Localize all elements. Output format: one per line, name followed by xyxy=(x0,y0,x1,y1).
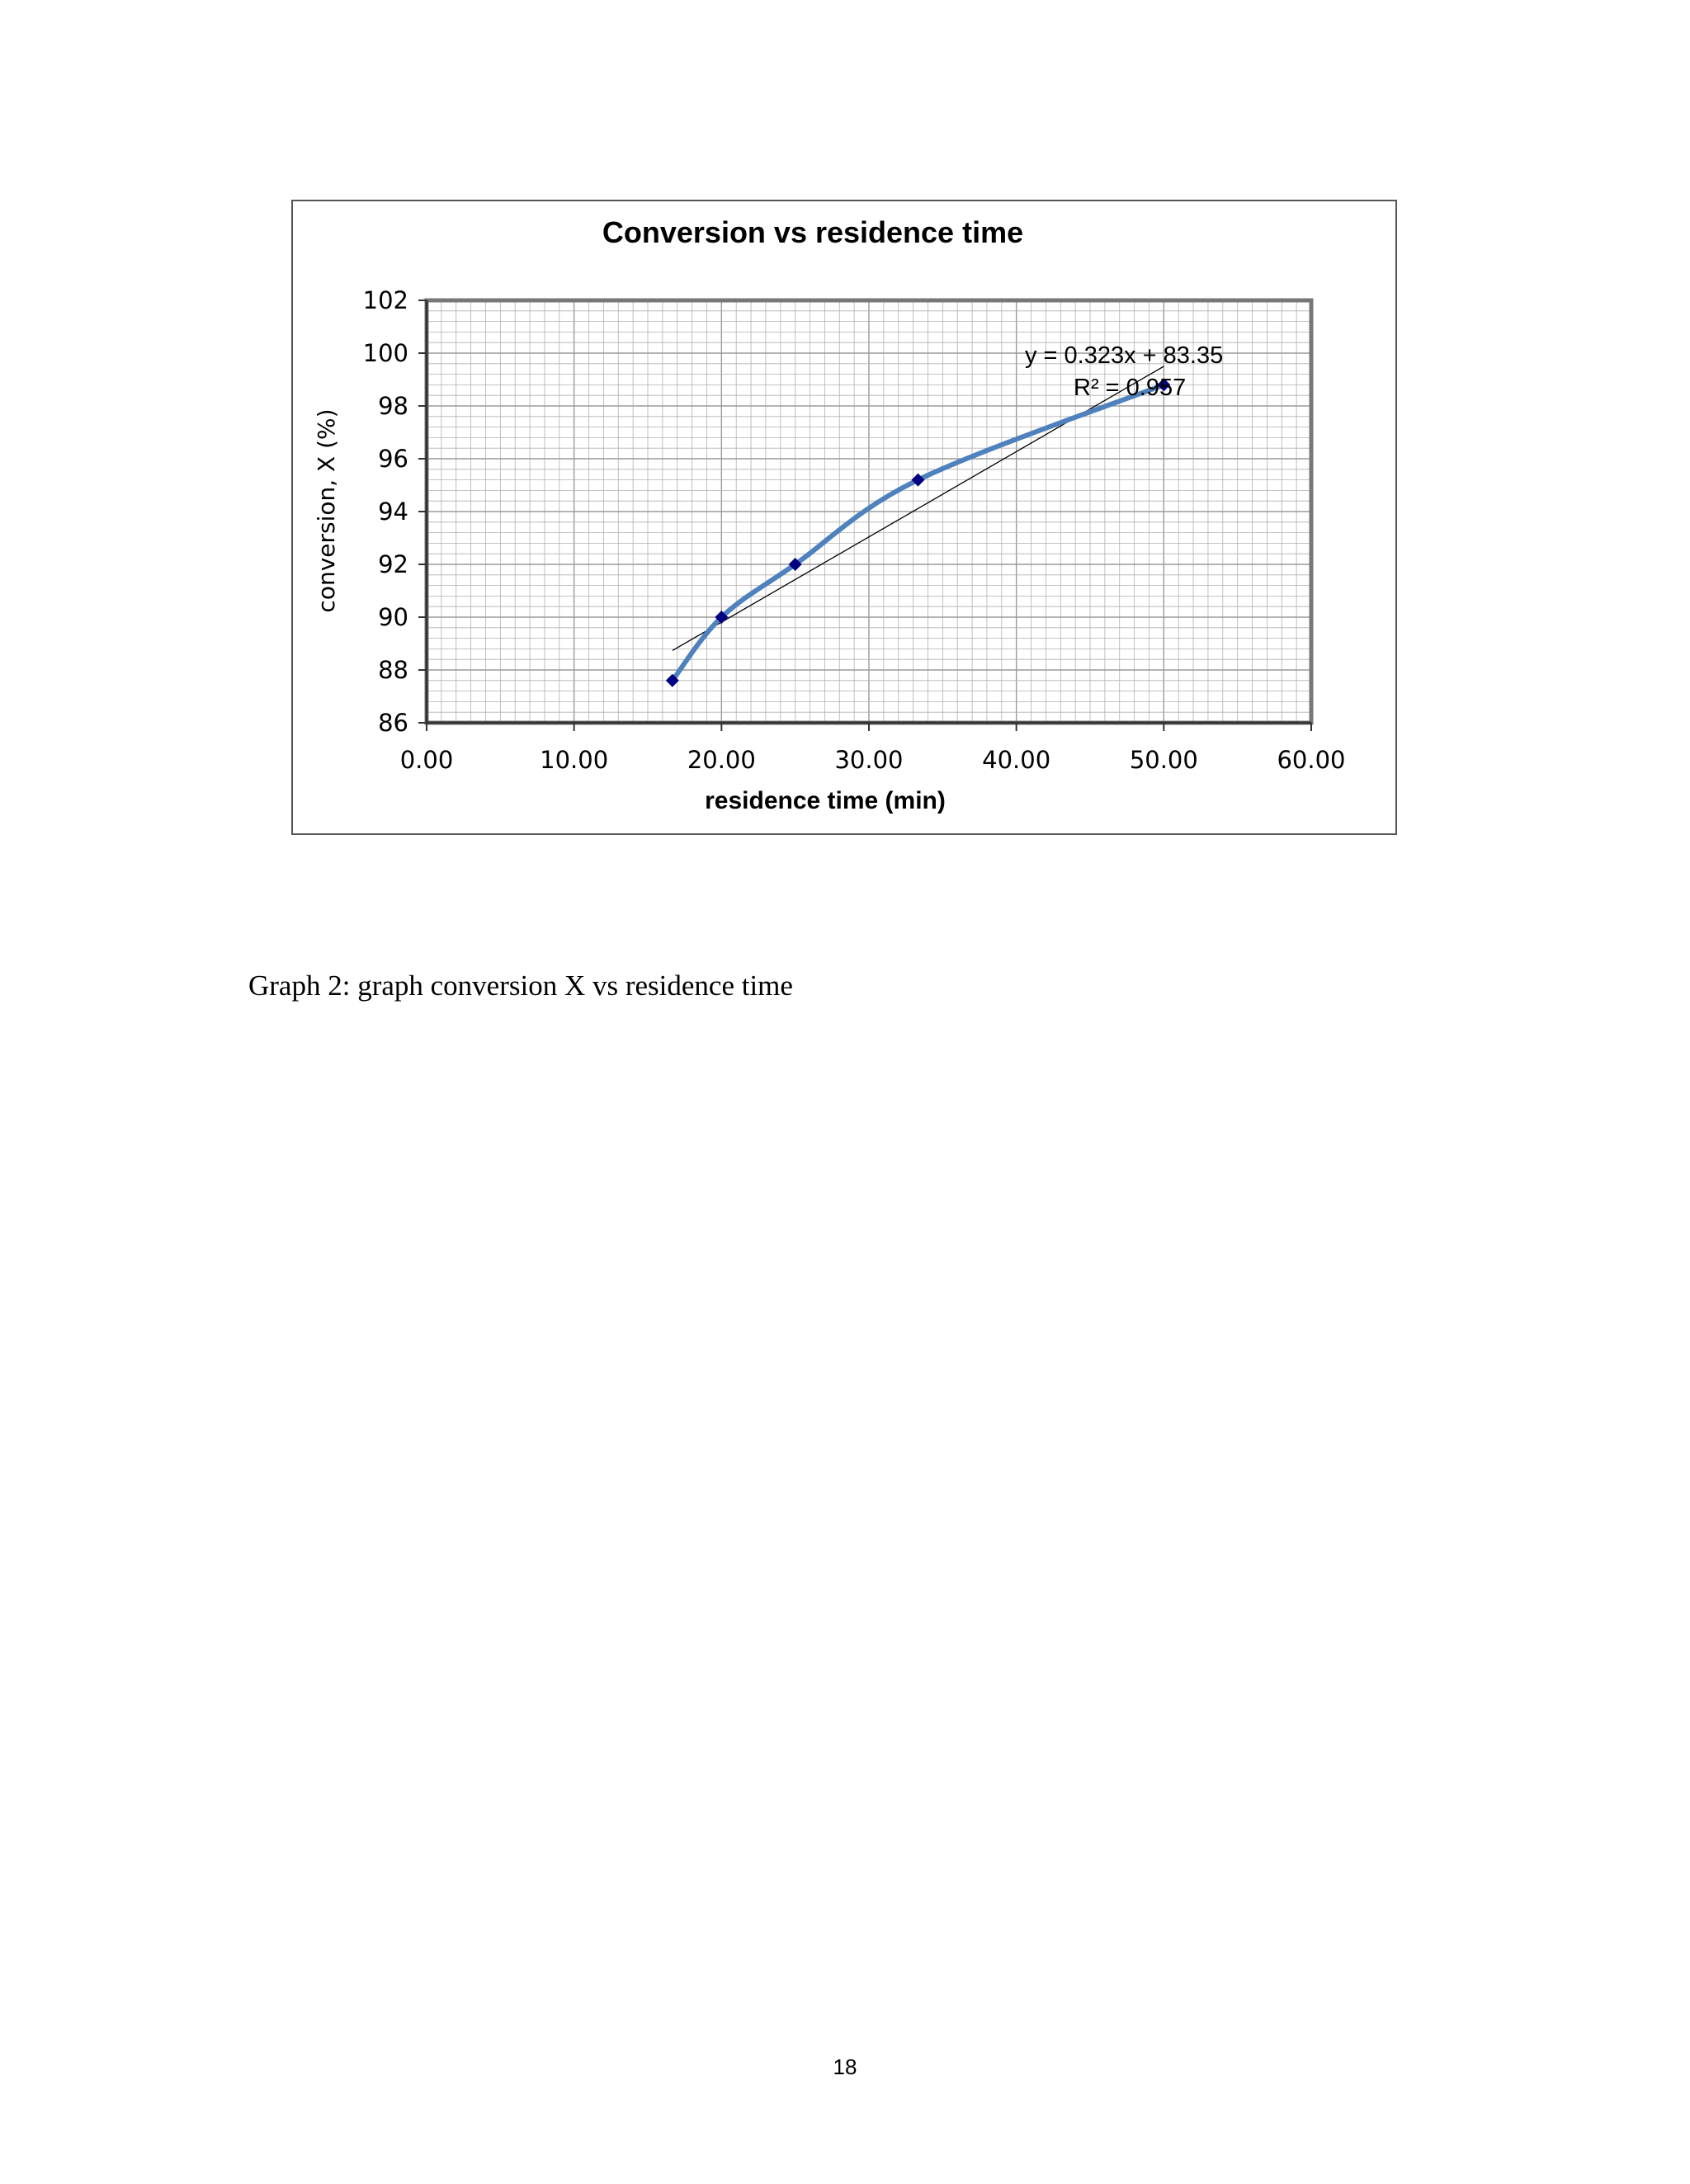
x-tick-label: 30.00 xyxy=(834,746,903,774)
x-tick-label: 50.00 xyxy=(1130,746,1198,774)
y-tick-label: 98 xyxy=(378,392,408,420)
x-axis-label: residence time (min) xyxy=(705,787,946,814)
y-tick-label: 100 xyxy=(363,339,408,367)
data-point-marker xyxy=(665,673,679,687)
series-layer xyxy=(669,382,1167,683)
chart-svg: 0.00 10.00 20.00 30.00 40.00 50.00 60.00 86 88 90… xyxy=(313,215,1346,814)
y-tick-label: 88 xyxy=(378,656,408,684)
chart-frame: 0.00 10.00 20.00 30.00 40.00 50.00 60.00 86 88 90… xyxy=(291,200,1397,835)
x-tick-label: 10.00 xyxy=(540,746,608,774)
y-tick-label: 102 xyxy=(363,286,408,314)
trendline-r-squared: R² = 0.957 xyxy=(1074,375,1186,401)
data-point-marker xyxy=(788,558,802,571)
trendline-equation: y = 0.323x + 83.35 xyxy=(1025,342,1223,369)
x-tick-label: 40.00 xyxy=(982,746,1050,774)
y-tick-label: 94 xyxy=(378,498,408,526)
data-point-marker xyxy=(1157,378,1171,392)
grid-layer xyxy=(427,300,1311,723)
y-tick-label: 86 xyxy=(378,709,408,737)
x-tick-label: 60.00 xyxy=(1277,746,1345,774)
y-tick-label: 90 xyxy=(378,603,408,631)
figure-caption: Graph 2: graph conversion X vs residence… xyxy=(248,969,793,1002)
tick-layer: 0.00 10.00 20.00 30.00 40.00 50.00 60.00 86 88 90… xyxy=(363,286,1346,774)
y-tick-label: 92 xyxy=(378,550,408,578)
marker-layer xyxy=(665,378,1171,687)
page-number: 18 xyxy=(833,2054,857,2079)
y-tick-label: 96 xyxy=(378,445,408,473)
x-tick-label: 20.00 xyxy=(687,746,756,774)
x-tick-label: 0.00 xyxy=(400,746,454,774)
data-point-marker xyxy=(715,611,729,624)
y-axis-label: conversion, X (%) xyxy=(313,408,340,612)
chart-title: Conversion vs residence time xyxy=(602,215,1023,249)
conversion-series-line xyxy=(669,382,1167,683)
data-point-marker xyxy=(911,473,925,487)
